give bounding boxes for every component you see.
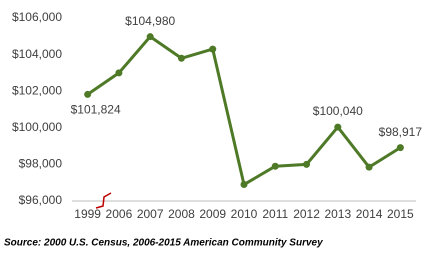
y-tick-label: $96,000 bbox=[19, 193, 63, 207]
marker bbox=[209, 45, 217, 53]
data-label: $100,040 bbox=[313, 104, 363, 118]
source-note: Source: 2000 U.S. Census, 2006-2015 Amer… bbox=[4, 238, 323, 249]
x-tick-label: 1999 bbox=[74, 207, 101, 221]
x-tick-label: 2008 bbox=[168, 207, 195, 221]
marker bbox=[334, 123, 342, 131]
marker bbox=[177, 54, 185, 62]
y-tick-label: $100,000 bbox=[12, 120, 62, 134]
marker bbox=[303, 160, 311, 168]
x-tick-label: 2013 bbox=[324, 207, 351, 221]
y-tick-label: $98,000 bbox=[19, 157, 63, 171]
x-tick-label: 2010 bbox=[231, 207, 258, 221]
marker bbox=[146, 33, 154, 41]
data-label: $101,824 bbox=[71, 103, 121, 117]
axis-break bbox=[95, 192, 112, 209]
y-tick-label: $102,000 bbox=[12, 83, 62, 97]
marker bbox=[115, 69, 123, 77]
x-tick-label: 2009 bbox=[199, 207, 226, 221]
data-label: $98,917 bbox=[379, 125, 423, 139]
x-tick-label: 2014 bbox=[356, 207, 383, 221]
x-tick-label: 2007 bbox=[137, 207, 164, 221]
marker bbox=[84, 90, 92, 98]
marker bbox=[271, 162, 279, 170]
marker bbox=[396, 144, 404, 152]
marker bbox=[240, 181, 248, 189]
x-tick-label: 2012 bbox=[293, 207, 320, 221]
y-tick-label: $106,000 bbox=[12, 10, 62, 24]
x-tick-label: 2015 bbox=[387, 207, 414, 221]
x-tick-label: 2011 bbox=[262, 207, 288, 221]
x-tick-label: 2006 bbox=[106, 207, 133, 221]
marker bbox=[365, 163, 373, 171]
data-label: $104,980 bbox=[125, 14, 175, 28]
y-tick-label: $104,000 bbox=[12, 47, 62, 61]
